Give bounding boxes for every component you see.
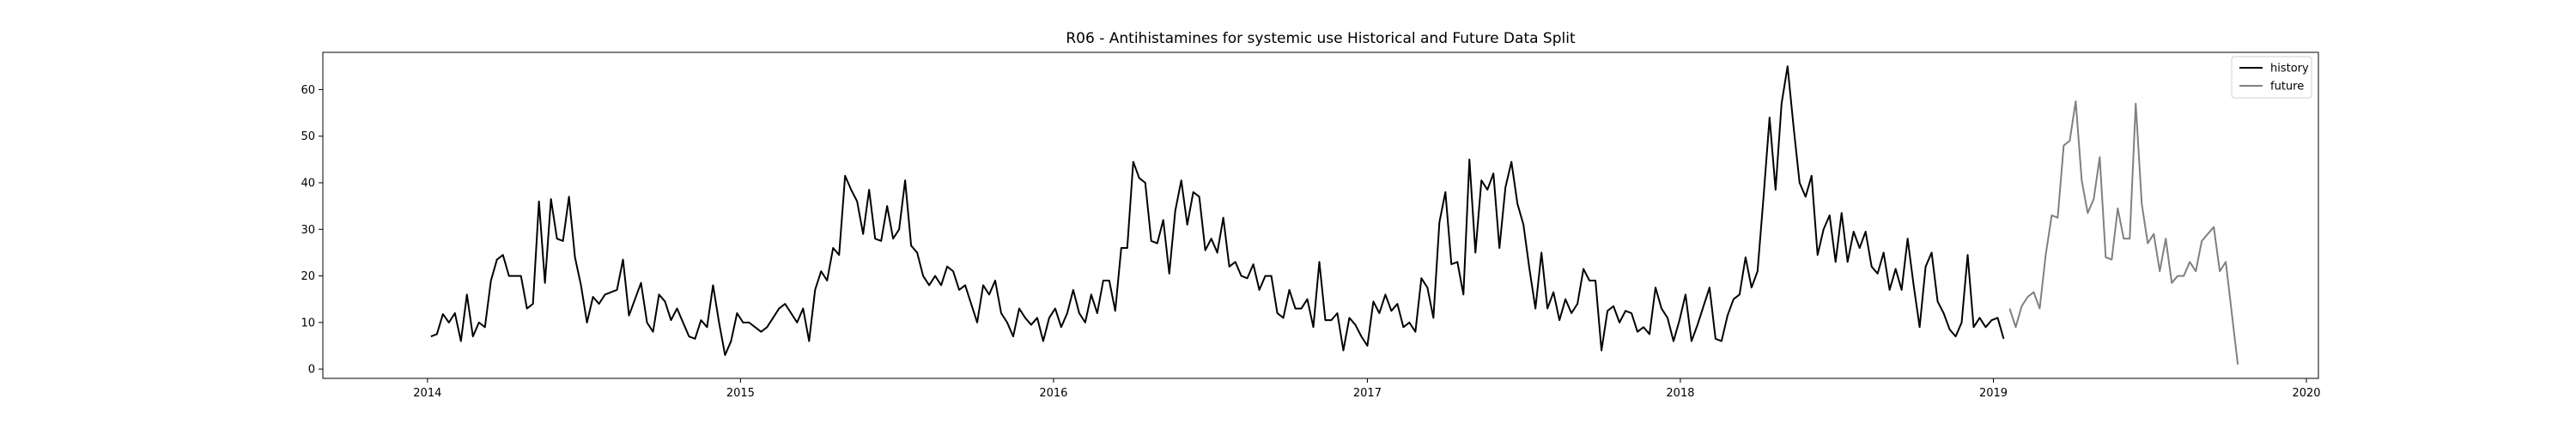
y-tick-label: 20 bbox=[301, 270, 315, 283]
series-future bbox=[2008, 100, 2239, 365]
y-tick-label: 0 bbox=[308, 364, 315, 377]
plot-content bbox=[430, 65, 2239, 365]
x-tick-label: 2018 bbox=[1666, 387, 1694, 400]
x-tick-label: 2017 bbox=[1353, 387, 1382, 400]
series-line-future bbox=[2008, 100, 2239, 365]
x-tick-label: 2016 bbox=[1039, 387, 1067, 400]
y-tick-label: 40 bbox=[301, 178, 315, 190]
y-tick-label: 10 bbox=[301, 317, 315, 329]
series-line-history bbox=[430, 65, 2005, 356]
x-tick-label: 2014 bbox=[413, 387, 441, 400]
y-axis: 0 10 20 30 40 50 60 bbox=[301, 84, 323, 377]
y-tick-label: 50 bbox=[301, 130, 315, 143]
x-tick-label: 2019 bbox=[1979, 387, 2008, 400]
plot-frame bbox=[322, 51, 2319, 379]
x-tick-label: 2015 bbox=[726, 387, 755, 400]
series-history bbox=[430, 65, 2005, 356]
legend-label-future: future bbox=[2270, 81, 2304, 94]
x-axis: 2014 2015 2016 2017 2018 2019 2020 bbox=[413, 378, 2321, 400]
x-tick-label: 2020 bbox=[2292, 387, 2320, 400]
legend: history future bbox=[2231, 56, 2312, 99]
y-tick-label: 30 bbox=[301, 224, 315, 237]
chart-title: R06 - Antihistamines for systemic use Hi… bbox=[1066, 30, 1576, 47]
legend-label-history: history bbox=[2270, 63, 2309, 76]
y-tick-label: 60 bbox=[301, 84, 315, 97]
